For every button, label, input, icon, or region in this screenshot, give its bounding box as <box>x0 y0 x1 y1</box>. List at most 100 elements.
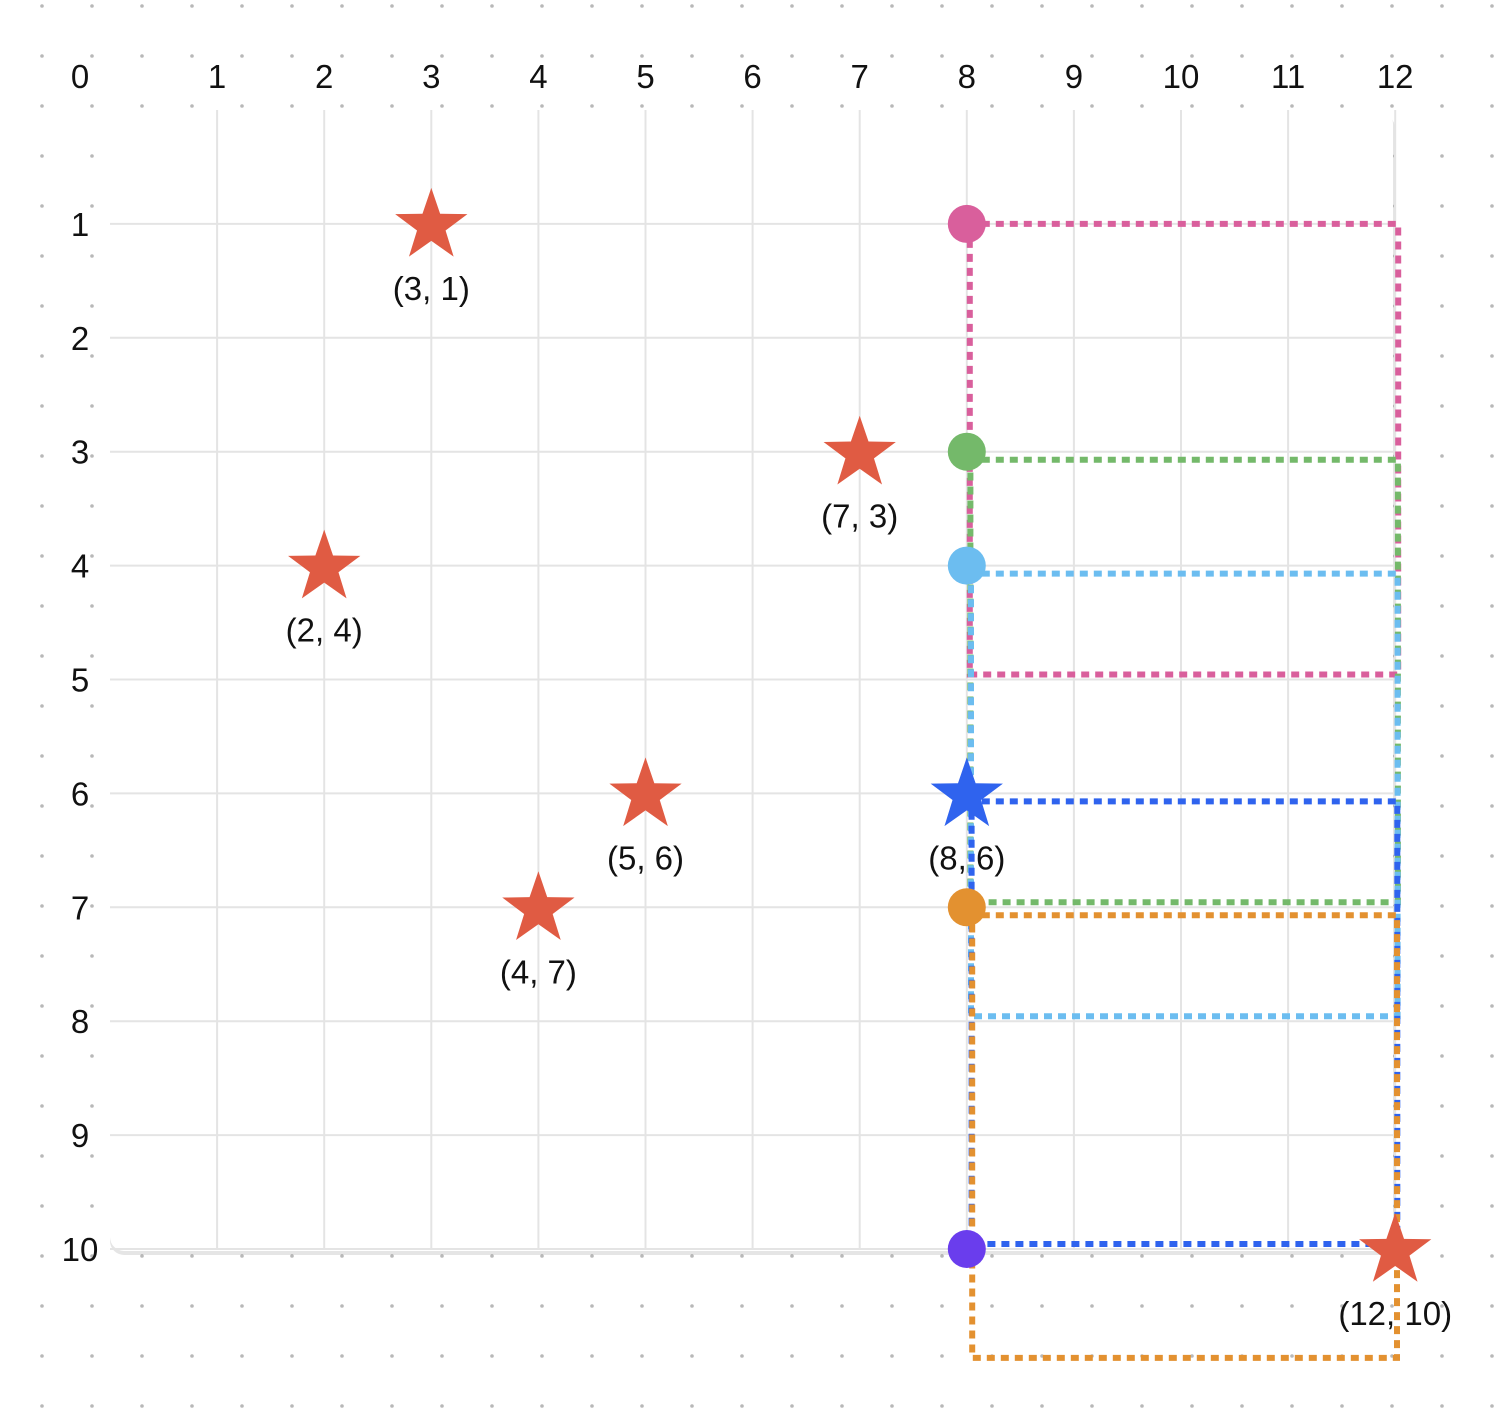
background-dot <box>1440 854 1444 858</box>
background-dot <box>40 1204 44 1208</box>
background-dot <box>1140 1254 1144 1258</box>
background-dot <box>40 104 44 108</box>
background-dot <box>1490 4 1494 8</box>
background-dot <box>90 1154 94 1158</box>
background-dot <box>290 1404 294 1408</box>
background-dot <box>390 104 394 108</box>
background-dot <box>1440 704 1444 708</box>
background-dot <box>1390 1304 1394 1308</box>
background-dot <box>590 1254 594 1258</box>
background-dot <box>40 854 44 858</box>
background-dot <box>1390 1404 1394 1408</box>
background-dot <box>90 654 94 658</box>
background-dot <box>1440 1404 1444 1408</box>
background-dot <box>290 4 294 8</box>
background-dot <box>890 1254 894 1258</box>
background-dot <box>740 1254 744 1258</box>
background-dot <box>40 1054 44 1058</box>
background-dot <box>90 404 94 408</box>
background-dot <box>240 1304 244 1308</box>
background-dot <box>1340 104 1344 108</box>
background-dot <box>1340 1304 1344 1308</box>
background-dot <box>1440 304 1444 308</box>
background-dot <box>840 104 844 108</box>
background-dot <box>540 104 544 108</box>
background-dot <box>40 654 44 658</box>
point-label: (12, 10) <box>1338 1295 1452 1332</box>
background-dot <box>990 1254 994 1258</box>
background-dot <box>1290 4 1294 8</box>
background-dot <box>1440 454 1444 458</box>
x-tick-label: 0 <box>71 58 89 95</box>
background-dot <box>840 54 844 58</box>
background-dot <box>940 4 944 8</box>
background-dot <box>1040 1254 1044 1258</box>
point-label: (2, 4) <box>286 612 363 649</box>
background-dot <box>40 804 44 808</box>
background-dot <box>190 54 194 58</box>
background-dot <box>840 1354 844 1358</box>
background-dot <box>1090 1254 1094 1258</box>
background-dot <box>540 4 544 8</box>
x-axis-tick-labels: 0 1 2 3 4 5 6 7 8 9 10 11 12 <box>71 58 1414 95</box>
background-dot <box>1390 4 1394 8</box>
background-dot <box>390 1304 394 1308</box>
background-dot <box>640 1354 644 1358</box>
y-tick-label: 5 <box>71 662 89 699</box>
background-dot <box>1490 554 1494 558</box>
background-dot <box>240 104 244 108</box>
background-dot <box>1190 104 1194 108</box>
y-tick-label: 8 <box>71 1003 89 1040</box>
background-dot <box>1490 804 1494 808</box>
background-dot <box>340 104 344 108</box>
background-dot <box>90 504 94 508</box>
background-dot <box>1440 404 1444 408</box>
background-dot <box>440 1354 444 1358</box>
background-dot <box>90 1204 94 1208</box>
background-dot <box>290 104 294 108</box>
background-dot <box>640 1304 644 1308</box>
background-dot <box>490 104 494 108</box>
background-dot <box>290 54 294 58</box>
background-dot <box>90 1304 94 1308</box>
background-dot <box>1440 104 1444 108</box>
point-label: (4, 7) <box>500 953 577 990</box>
background-dot <box>1490 1004 1494 1008</box>
background-dot <box>40 354 44 358</box>
background-dot <box>40 204 44 208</box>
background-dot <box>90 904 94 908</box>
background-dot <box>440 1254 444 1258</box>
background-dot <box>90 354 94 358</box>
background-dot <box>90 754 94 758</box>
background-dot <box>1040 54 1044 58</box>
background-dot <box>940 54 944 58</box>
background-dot <box>40 1154 44 1158</box>
y-tick-label: 7 <box>71 889 89 926</box>
background-dot <box>140 1254 144 1258</box>
background-dot <box>990 104 994 108</box>
dotted-rectangle <box>966 220 1402 678</box>
y-tick-label: 3 <box>71 434 89 471</box>
star-point <box>288 529 361 599</box>
background-dot <box>990 1404 994 1408</box>
background-dot <box>40 154 44 158</box>
background-dot <box>1490 1104 1494 1108</box>
background-dot <box>1490 54 1494 58</box>
background-dot <box>490 4 494 8</box>
background-dot <box>90 1004 94 1008</box>
background-dot <box>1440 604 1444 608</box>
background-dot <box>990 1304 994 1308</box>
background-dot <box>1290 1354 1294 1358</box>
background-dot <box>1190 1254 1194 1258</box>
point-label: (8, 6) <box>928 839 1005 876</box>
x-tick-label: 11 <box>1271 58 1305 95</box>
background-dot <box>390 1404 394 1408</box>
background-dot <box>1340 54 1344 58</box>
background-dot <box>940 1354 944 1358</box>
circle-marker <box>947 1230 986 1268</box>
background-dot <box>90 154 94 158</box>
background-dot <box>690 4 694 8</box>
background-dot <box>90 254 94 258</box>
background-dot <box>590 104 594 108</box>
background-dot <box>1440 354 1444 358</box>
